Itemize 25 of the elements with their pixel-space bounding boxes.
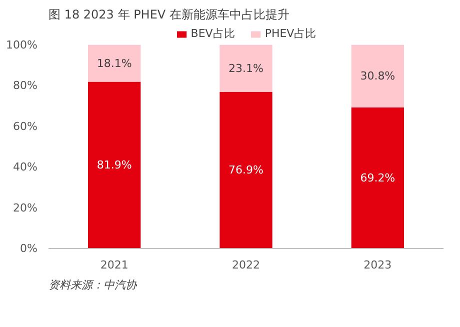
bar	[220, 44, 272, 92]
data-label: 18.1%	[96, 56, 132, 70]
data-label: 30.8%	[360, 70, 396, 83]
bar	[220, 92, 272, 248]
y-tick-label: 20%	[13, 201, 38, 214]
data-label: 23.1%	[228, 62, 264, 75]
y-tick-label: 60%	[13, 120, 38, 133]
text: 资料来源：中汽协	[48, 278, 138, 292]
data-label: 81.9%	[96, 158, 132, 172]
y-tick-label: 100%	[6, 38, 38, 52]
bar	[351, 44, 404, 108]
y-tick-label: 40%	[13, 160, 38, 174]
x-tick-label: 2021	[100, 258, 128, 272]
bar	[88, 44, 141, 82]
bar	[88, 82, 141, 248]
legend-label: BEV占比	[190, 26, 235, 41]
legend-label: PHEV占比	[264, 26, 316, 41]
y-tick-label: 0%	[20, 242, 38, 255]
data-label: 69.2%	[360, 172, 396, 185]
bar	[351, 108, 404, 248]
x-tick-label: 2022	[232, 258, 260, 272]
x-tick-label: 2023	[364, 258, 392, 272]
data-label: 76.9%	[228, 164, 264, 177]
chart-title: 图 18 2023 年 PHEV 在新能源车中占比提升	[48, 8, 290, 22]
y-tick-label: 80%	[13, 79, 38, 92]
